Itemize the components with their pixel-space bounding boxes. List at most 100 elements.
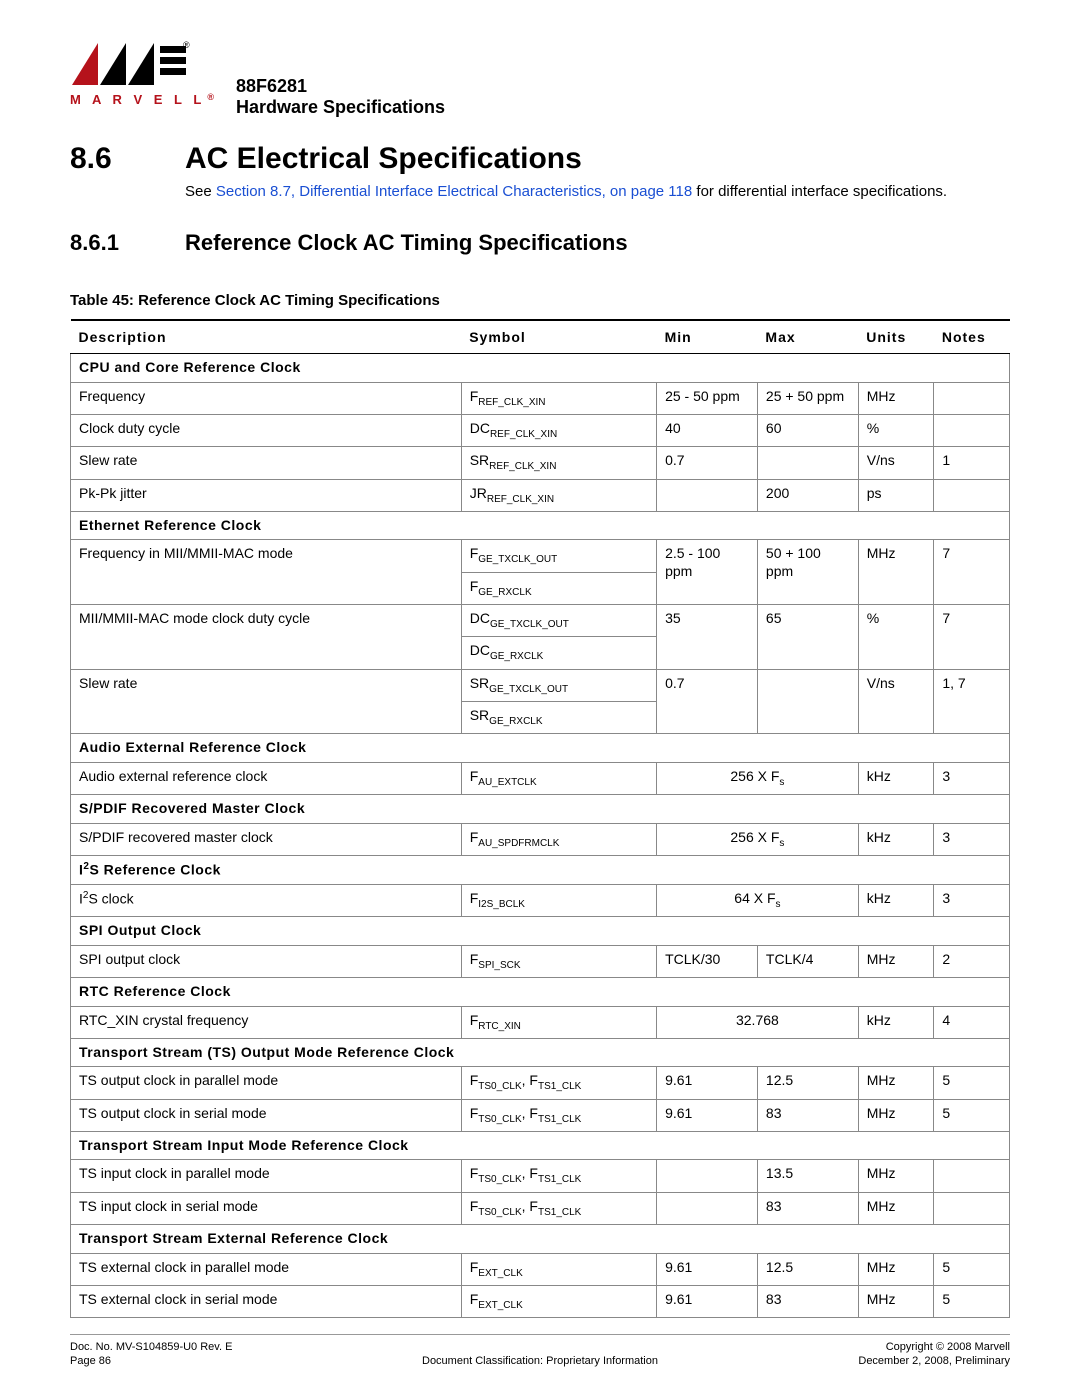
cell-desc: Audio external reference clock: [71, 762, 462, 794]
cell-max: [757, 669, 858, 734]
cell-min: 9.61: [657, 1099, 758, 1131]
cell-symbol: FGE_RXCLK: [461, 572, 656, 604]
cell-desc: TS output clock in serial mode: [71, 1099, 462, 1131]
table-row: Pk-Pk jitter JRREF_CLK_XIN 200 ps: [71, 479, 1010, 511]
cell-units: MHz: [858, 1253, 934, 1285]
cell-units: MHz: [858, 1067, 934, 1099]
table-section-row: S/PDIF Recovered Master Clock: [71, 795, 1010, 824]
cell-desc: TS output clock in parallel mode: [71, 1067, 462, 1099]
cell-desc: TS input clock in serial mode: [71, 1192, 462, 1224]
cell-min: 0.7: [657, 669, 758, 734]
cell-notes: 2: [934, 945, 1010, 977]
wordmark-reg: ®: [207, 92, 218, 102]
cell-symbol: FAU_EXTCLK: [461, 762, 656, 794]
cell-min: 40: [657, 415, 758, 447]
table-row: Slew rate SRGE_TXCLK_OUT 0.7 V/ns 1, 7: [71, 669, 1010, 701]
section-tsext: Transport Stream External Reference Cloc…: [71, 1225, 1010, 1254]
product-number: 88F6281: [236, 76, 445, 97]
cell-symbol: FI2S_BCLK: [461, 884, 656, 916]
cell-max: 12.5: [757, 1067, 858, 1099]
cell-units: %: [858, 415, 934, 447]
section-8-6: 8.6 AC Electrical Specifications See Sec…: [70, 142, 1010, 1318]
svg-text:®: ®: [183, 40, 190, 50]
footer-row-1: Doc. No. MV-S104859-U0 Rev. E Copyright …: [70, 1341, 1010, 1353]
table-section-row: Audio External Reference Clock: [71, 734, 1010, 763]
table-row: S/PDIF recovered master clock FAU_SPDFRM…: [71, 823, 1010, 855]
cell-notes: 7: [934, 605, 1010, 670]
footer-copyright: Copyright © 2008 Marvell: [886, 1341, 1010, 1353]
th-description: Description: [71, 320, 462, 354]
cell-units: MHz: [858, 1192, 934, 1224]
cell-symbol: FGE_TXCLK_OUT: [461, 540, 656, 572]
cell-min: 9.61: [657, 1253, 758, 1285]
cell-min: TCLK/30: [657, 945, 758, 977]
cell-notes: 5: [934, 1253, 1010, 1285]
page: ® M A R V E L L ® 88F6281 Hardware Speci…: [0, 0, 1080, 1397]
table-row: Clock duty cycle DCREF_CLK_XIN 40 60 %: [71, 415, 1010, 447]
cell-notes: 7: [934, 540, 1010, 605]
table-section-row: Ethernet Reference Clock: [71, 511, 1010, 540]
page-footer: Doc. No. MV-S104859-U0 Rev. E Copyright …: [70, 1334, 1010, 1367]
section-rtc: RTC Reference Clock: [71, 978, 1010, 1007]
table-row: TS output clock in serial mode FTS0_CLK,…: [71, 1099, 1010, 1131]
cell-notes: [934, 479, 1010, 511]
cell-desc: I2S clock: [71, 884, 462, 916]
cell-symbol: FRTC_XIN: [461, 1006, 656, 1038]
cell-units: kHz: [858, 762, 934, 794]
cell-desc: TS input clock in parallel mode: [71, 1160, 462, 1192]
wordmark-text: M A R V E L L: [70, 92, 205, 107]
table-row: Frequency in MII/MMII-MAC mode FGE_TXCLK…: [71, 540, 1010, 572]
cell-units: kHz: [858, 823, 934, 855]
table-row: Frequency FREF_CLK_XIN 25 - 50 ppm 25 + …: [71, 382, 1010, 414]
section-spdif: S/PDIF Recovered Master Clock: [71, 795, 1010, 824]
cell-desc: RTC_XIN crystal frequency: [71, 1006, 462, 1038]
cell-desc: Frequency in MII/MMII-MAC mode: [71, 540, 462, 605]
cell-desc: MII/MMII-MAC mode clock duty cycle: [71, 605, 462, 670]
table-row: Audio external reference clock FAU_EXTCL…: [71, 762, 1010, 794]
footer-row-2: Page 86 Document Classification: Proprie…: [70, 1355, 1010, 1367]
section-heading: 8.6 AC Electrical Specifications: [70, 142, 1010, 176]
cell-mid: 256 X Fs: [657, 762, 859, 794]
para-suffix: for differential interface specification…: [696, 183, 947, 200]
section-i2s: I2S Reference Clock: [71, 855, 1010, 884]
cell-max: 60: [757, 415, 858, 447]
doc-subtitle: Hardware Specifications: [236, 97, 445, 118]
cell-desc: Clock duty cycle: [71, 415, 462, 447]
cell-symbol: SRGE_TXCLK_OUT: [461, 669, 656, 701]
cell-notes: 5: [934, 1099, 1010, 1131]
para-prefix: See: [185, 183, 216, 200]
cell-symbol: FTS0_CLK, FTS1_CLK: [461, 1160, 656, 1192]
cell-mid: 256 X Fs: [657, 823, 859, 855]
cell-units: V/ns: [858, 447, 934, 479]
table-caption: Table 45: Reference Clock AC Timing Spec…: [70, 292, 1010, 309]
section-tsin: Transport Stream Input Mode Reference Cl…: [71, 1131, 1010, 1160]
section-tsout: Transport Stream (TS) Output Mode Refere…: [71, 1038, 1010, 1067]
table-section-row: SPI Output Clock: [71, 917, 1010, 946]
cell-min: 9.61: [657, 1067, 758, 1099]
table-row: MII/MMII-MAC mode clock duty cycle DCGE_…: [71, 605, 1010, 637]
cell-max: [757, 447, 858, 479]
cell-notes: 3: [934, 762, 1010, 794]
cell-max: 12.5: [757, 1253, 858, 1285]
table-section-row: RTC Reference Clock: [71, 978, 1010, 1007]
cell-units: %: [858, 605, 934, 670]
cell-notes: 3: [934, 823, 1010, 855]
cell-notes: 1, 7: [934, 669, 1010, 734]
page-header: ® M A R V E L L ® 88F6281 Hardware Speci…: [70, 40, 1010, 118]
cell-symbol: FSPI_SCK: [461, 945, 656, 977]
cell-units: ps: [858, 479, 934, 511]
cross-ref-link[interactable]: Section 8.7, Differential Interface Elec…: [216, 183, 692, 200]
cell-mid: 64 X Fs: [657, 884, 859, 916]
cell-desc: Pk-Pk jitter: [71, 479, 462, 511]
cell-min: 35: [657, 605, 758, 670]
cell-desc: Slew rate: [71, 669, 462, 734]
cell-units: MHz: [858, 540, 934, 605]
cell-units: kHz: [858, 884, 934, 916]
table-row: RTC_XIN crystal frequency FRTC_XIN 32.76…: [71, 1006, 1010, 1038]
table-row: TS output clock in parallel mode FTS0_CL…: [71, 1067, 1010, 1099]
table-row: TS input clock in serial mode FTS0_CLK, …: [71, 1192, 1010, 1224]
subsection-title: Reference Clock AC Timing Specifications: [185, 230, 628, 256]
section-number: 8.6: [70, 142, 185, 176]
cell-symbol: FREF_CLK_XIN: [461, 382, 656, 414]
cell-desc: TS external clock in serial mode: [71, 1285, 462, 1317]
